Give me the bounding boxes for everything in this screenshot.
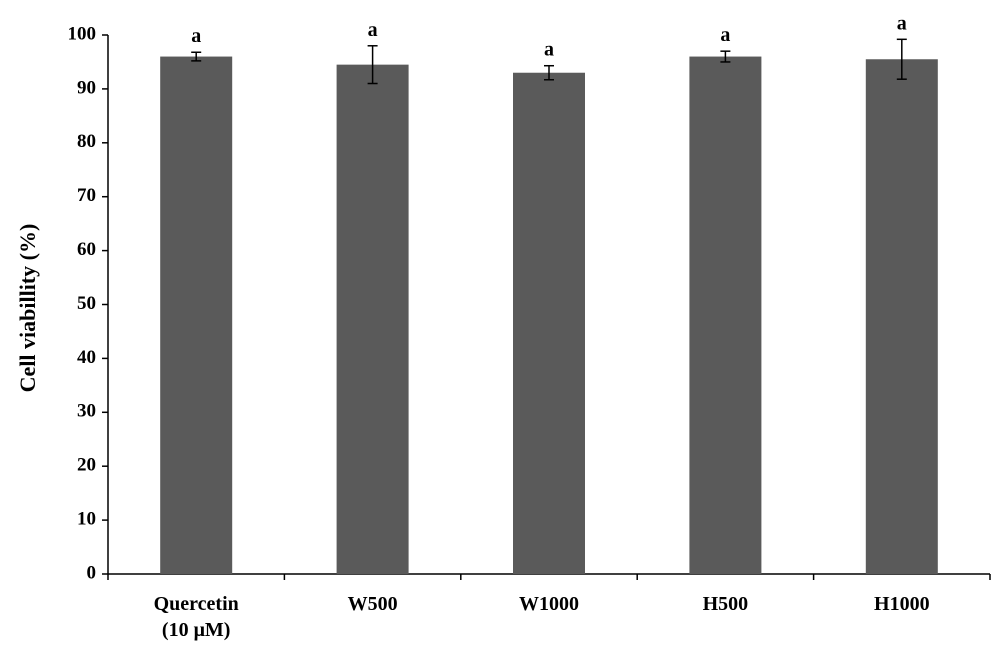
significance-label: a [720, 24, 730, 46]
x-category-label: W1000 [519, 593, 579, 615]
x-category-label: Quercetin [154, 593, 239, 615]
bar [865, 59, 938, 574]
x-category-label: H1000 [874, 593, 930, 615]
y-tick-label: 10 [77, 508, 96, 529]
y-tick-label: 20 [77, 455, 96, 476]
x-category-label: H500 [703, 593, 749, 615]
y-tick-label: 0 [87, 562, 97, 583]
y-tick-label: 60 [77, 239, 96, 260]
y-tick-label: 70 [77, 185, 96, 206]
y-axis-title: Cell viabillity (%) [15, 224, 40, 393]
y-tick-label: 80 [77, 131, 96, 152]
y-tick-label: 100 [68, 23, 97, 44]
bar [160, 56, 233, 575]
y-tick-label: 30 [77, 401, 96, 422]
bar [513, 72, 585, 574]
significance-label: a [544, 39, 554, 61]
significance-label: a [897, 12, 907, 34]
y-tick-label: 50 [77, 293, 96, 314]
bar [689, 56, 762, 575]
x-category-label: W500 [348, 593, 398, 615]
significance-label: a [191, 25, 201, 47]
y-tick-label: 40 [77, 347, 96, 368]
y-tick-label: 90 [77, 77, 96, 98]
bar [336, 64, 409, 575]
significance-label: a [368, 19, 378, 41]
x-category-label: (10 μM) [162, 619, 231, 641]
